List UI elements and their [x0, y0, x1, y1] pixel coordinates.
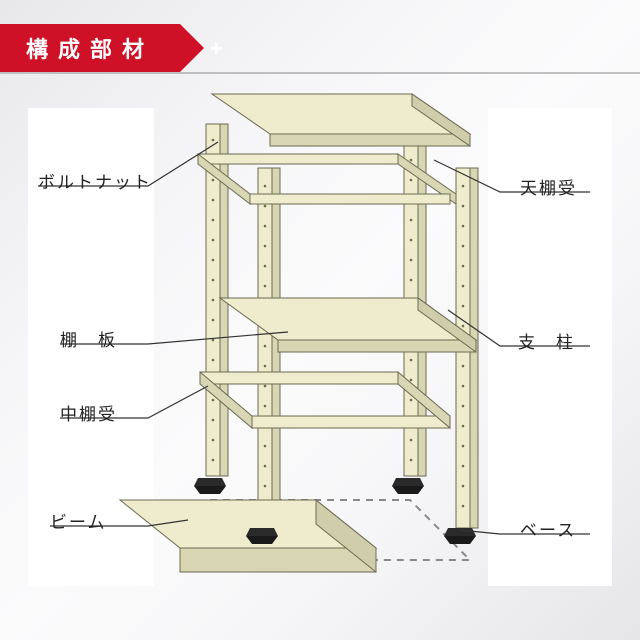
label-top-support: 天棚受 [520, 174, 577, 199]
label-bolt-nut: ボルトナット [38, 168, 152, 193]
label-base: ベース [520, 516, 576, 541]
label-shelf: 棚 板 [60, 326, 117, 351]
label-beam: ビーム [50, 508, 107, 533]
label-post: 支 柱 [518, 328, 575, 353]
label-mid-support: 中棚受 [60, 400, 117, 425]
rack-diagram [0, 0, 640, 640]
